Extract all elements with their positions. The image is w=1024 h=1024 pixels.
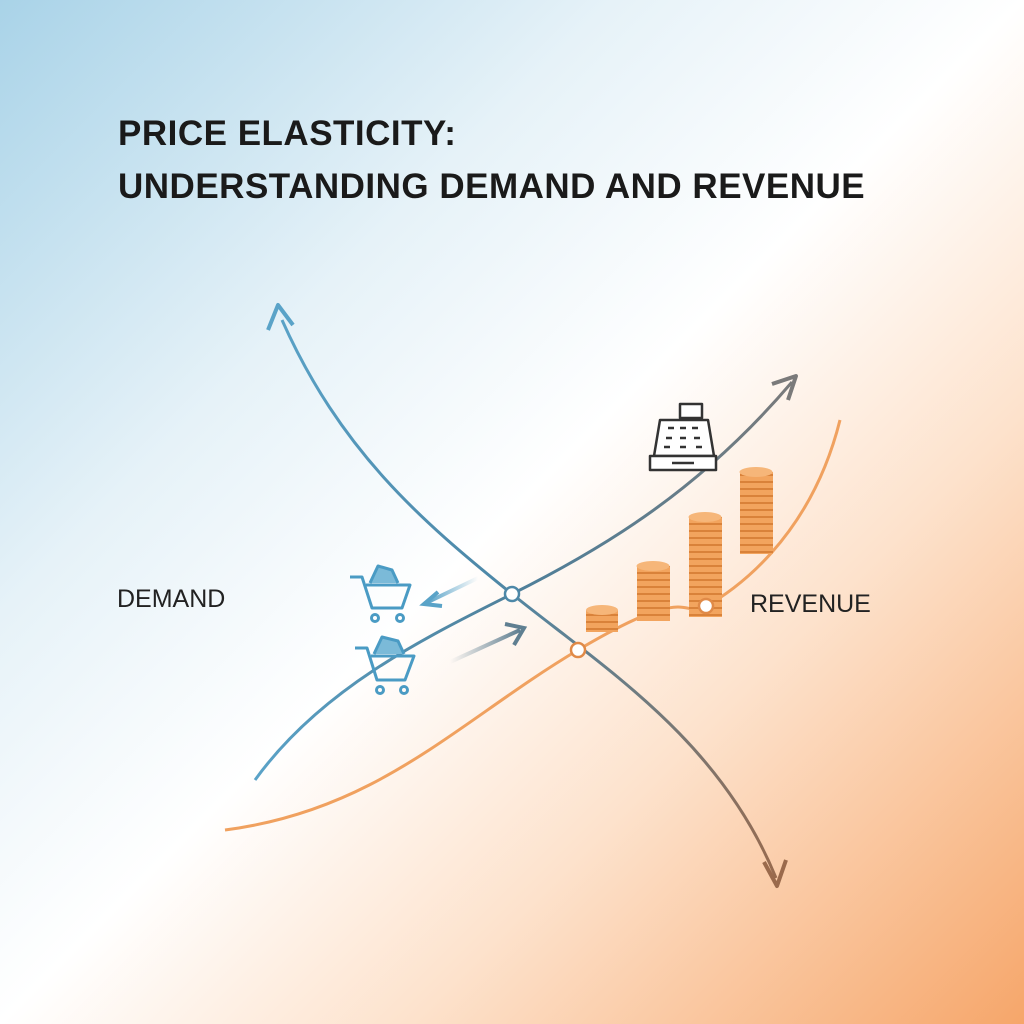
intersection-point (569, 641, 587, 659)
demand-label: DEMAND (117, 585, 225, 613)
arrow-head (762, 859, 788, 888)
intersection-point (697, 597, 715, 615)
cart-icon (355, 635, 416, 695)
cash-register-icon (648, 402, 718, 472)
arrow-head (771, 374, 798, 401)
arrow-head (504, 622, 528, 647)
title-line: PRICE ELASTICITY: (118, 114, 456, 153)
intersection-point (503, 585, 521, 603)
shift-arrow (427, 576, 479, 604)
arrow-head (419, 590, 443, 608)
arrow-head (266, 303, 295, 331)
title-line: UNDERSTANDING DEMAND AND REVENUE (118, 167, 865, 206)
shift-arrow (449, 628, 521, 664)
revenue-label: REVENUE (750, 590, 871, 618)
coin-stacks (586, 467, 773, 632)
cart-icon (350, 564, 412, 623)
